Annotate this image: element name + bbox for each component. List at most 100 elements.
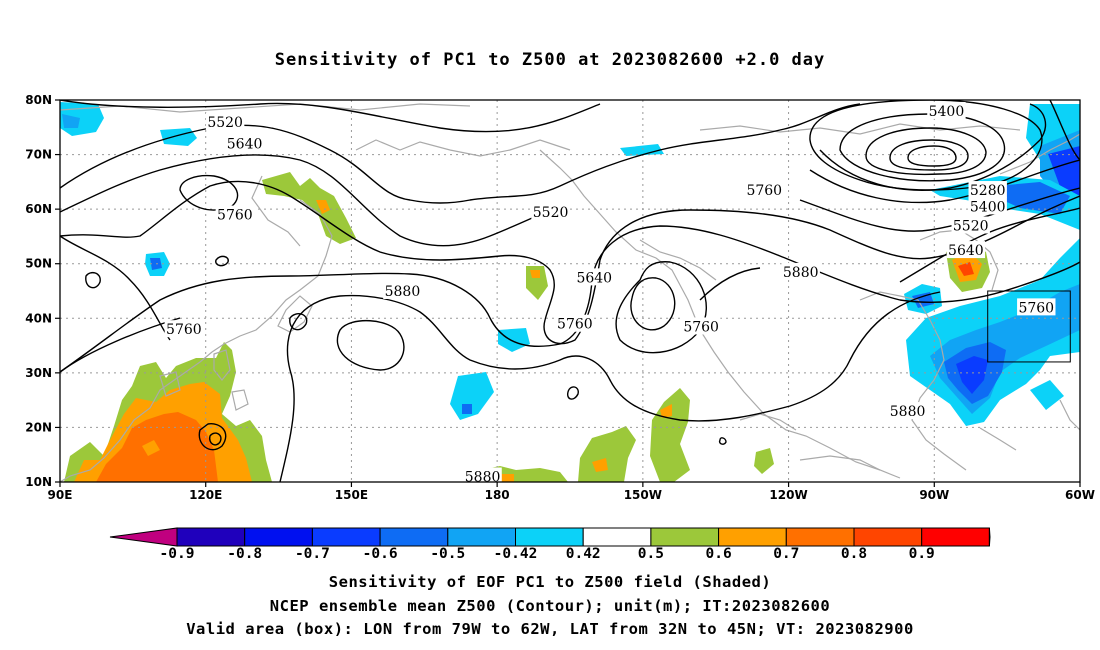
contour-label-bg [968,197,1007,215]
shading-patch [958,262,974,276]
lon-tick-label: 180 [485,488,510,502]
coastline [739,413,797,431]
z500-contour [615,261,708,354]
colorbar-segment [853,527,923,547]
sensitivity-map: 5520 5640 5760 5760 5880 5880 5520 5640 5760 5760… [25,93,1095,562]
lon-tick-label: 90E [48,488,73,502]
contour-label-bg [383,282,422,299]
colorbar-label: -0.9 [160,546,195,562]
colorbar-segment [650,527,720,547]
colorbar-label: -0.8 [227,546,262,562]
valid-area-box [987,290,1071,363]
shading-patch [160,128,197,146]
coastline [159,371,181,397]
coastline [859,291,967,471]
shading-patch [754,448,774,474]
coastline [799,455,881,471]
plot-frame [59,99,1081,483]
contour-label: 5640 [227,137,263,153]
lat-tick-label: 70N [25,148,52,162]
colorbar-label: 0.9 [909,546,935,562]
coastline [60,199,333,482]
contour-label-bg [888,402,927,420]
shading-patch [620,144,664,156]
colorbar-label: -0.7 [295,546,330,562]
lat-tick-label: 80N [25,93,52,107]
coastline [251,175,301,247]
shading-patch [316,200,330,214]
shading-patch [498,328,530,352]
contour-label: 5760 [683,319,719,335]
shading-patch [500,474,514,482]
colorbar-segment [921,527,990,547]
z500-contour [889,139,969,171]
contour-label: 5880 [783,265,819,281]
contour-label: 5280 [970,183,1006,199]
colorbar-segment [379,527,449,547]
contour-label: 5880 [465,470,501,486]
z500-contour [566,386,579,400]
lat-tick-label: 30N [25,366,52,380]
z500-contour [839,113,1006,182]
contour-label: 5760 [746,183,782,199]
z500-contour [336,319,405,371]
valid-area-rect [987,290,1071,363]
z500-contour [60,154,561,247]
colorbar-segment [515,527,584,547]
lat-tick-label: 10N [25,475,52,489]
colorbar-segment [582,527,652,547]
contour-label: 5640 [576,270,612,286]
z500-contour [60,235,171,341]
contour-label-bg [463,467,502,485]
z500-contour [85,271,101,289]
lat-tick-label: 20N [25,420,52,434]
lat-tick-label: 60N [25,202,52,216]
colorbar-label: 0.7 [773,546,799,562]
contour-label: 5760 [166,322,202,338]
shading-patch [450,372,494,420]
caption-contour: NCEP ensemble mean Z500 (Contour); unit(… [269,597,831,615]
z500-contour [198,423,227,451]
colorbar-label: -0.6 [363,546,398,562]
contour-label: 5400 [970,199,1006,215]
z500-contour [718,437,727,445]
shading-patch [530,270,540,278]
contour-label-bg [968,181,1007,199]
shading-patch [462,404,472,414]
shading-patch [578,426,636,482]
coastline [699,123,1021,135]
contour-label: 5760 [1018,300,1054,316]
z500-contour [215,255,229,267]
contour-label: 5760 [557,317,593,333]
shading-patch [592,458,608,472]
coastline [60,103,471,113]
contour-label-bg [531,202,570,220]
coastline [919,229,999,291]
colorbar-segment [718,527,787,547]
colorbar-segment [176,527,246,547]
lon-tick-label: 120E [189,488,222,502]
contour-label-bg [927,101,966,119]
contour-label: 5880 [385,284,421,300]
coastline [999,133,1080,175]
lon-tick-label: 90W [919,488,949,502]
contour-label: 5760 [217,208,253,224]
contour-label-bg [1017,298,1056,316]
lon-tick-label: 60W [1065,488,1095,502]
shading-patch [62,114,80,128]
z500-contours [60,100,1080,482]
lat-tick-label: 50N [25,257,52,271]
caption-valid-area: Valid area (box): LON from 79W to 62W, L… [186,620,914,638]
shading-patch [956,356,988,394]
z500-contour [179,174,239,211]
coastline [355,139,571,157]
contour-label-bg [781,262,820,280]
z500-contour [809,100,1043,191]
contour-label-bg [225,134,264,152]
z500-contour [899,207,1080,283]
colorbar-label: -0.42 [494,546,538,562]
z500-contour [865,127,987,176]
lon-tick-label: 120W [769,488,807,502]
colorbar-segment [311,527,381,547]
contour-label: 5400 [929,104,965,120]
